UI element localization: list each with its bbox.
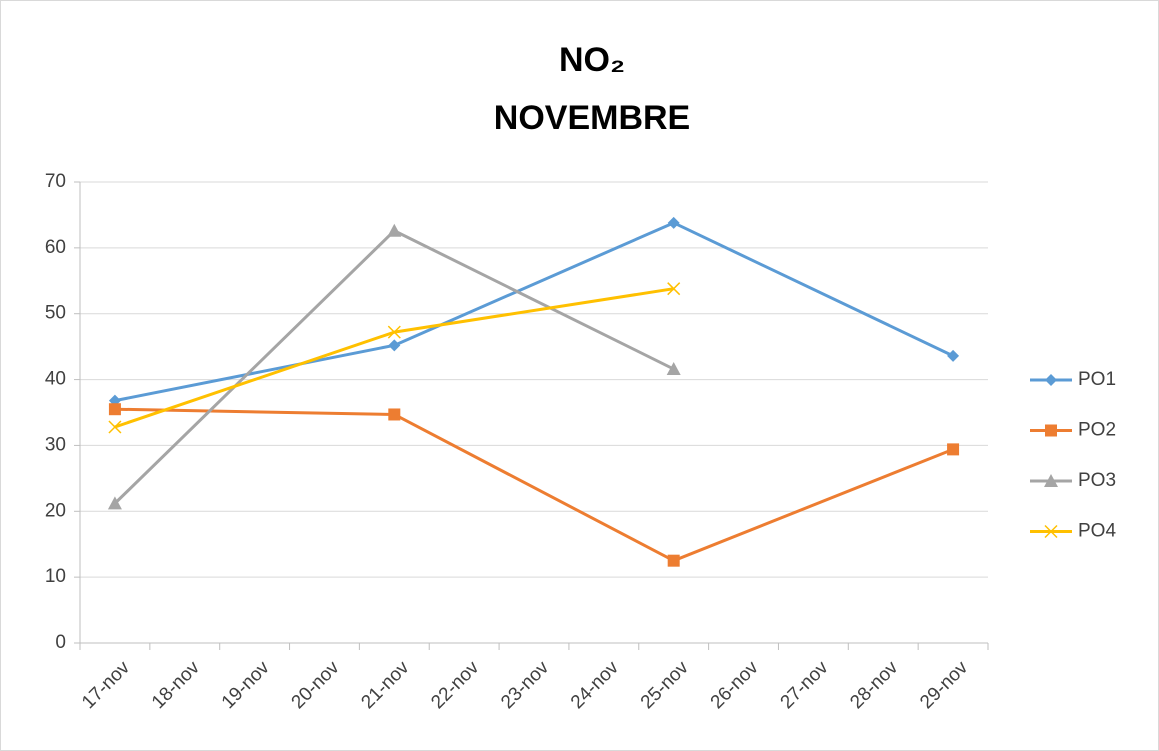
- y-tick-label: 50: [45, 303, 66, 324]
- marker: [947, 443, 960, 456]
- y-tick-label: 0: [55, 632, 66, 653]
- legend-item: PO4: [1030, 521, 1116, 542]
- chart-title: NOVEMBRE: [494, 99, 690, 137]
- legend-item: PO3: [1030, 470, 1116, 491]
- marker: [388, 339, 401, 352]
- marker: [108, 420, 122, 434]
- series-line: [114, 407, 954, 563]
- y-tick-label: 20: [45, 500, 66, 521]
- marker: [387, 325, 401, 339]
- legend-marker: [1044, 474, 1058, 487]
- chart-title: NO₂: [559, 41, 625, 79]
- marker: [666, 362, 681, 376]
- marker: [667, 554, 680, 567]
- legend-marker: [1045, 424, 1057, 437]
- marker: [107, 496, 122, 510]
- series-line: [114, 221, 954, 403]
- legend-marker: [1044, 524, 1058, 539]
- y-tick-label: 10: [45, 566, 66, 587]
- marker: [388, 408, 401, 421]
- marker: [387, 223, 402, 237]
- y-tick-label: 60: [45, 237, 66, 258]
- marker: [108, 403, 121, 416]
- legend-label: PO4: [1078, 521, 1116, 542]
- marker: [947, 349, 960, 362]
- y-tick-label: 40: [45, 369, 66, 390]
- marker: [667, 282, 681, 296]
- marker: [667, 216, 680, 229]
- legend-item: PO2: [1030, 420, 1116, 441]
- legend-label: PO1: [1078, 369, 1116, 390]
- y-tick-label: 30: [45, 434, 66, 455]
- legend-label: PO3: [1078, 470, 1116, 491]
- legend-marker: [1045, 374, 1057, 386]
- legend-item: PO1: [1030, 369, 1116, 390]
- legend-label: PO2: [1078, 420, 1116, 441]
- y-tick-label: 70: [45, 171, 66, 192]
